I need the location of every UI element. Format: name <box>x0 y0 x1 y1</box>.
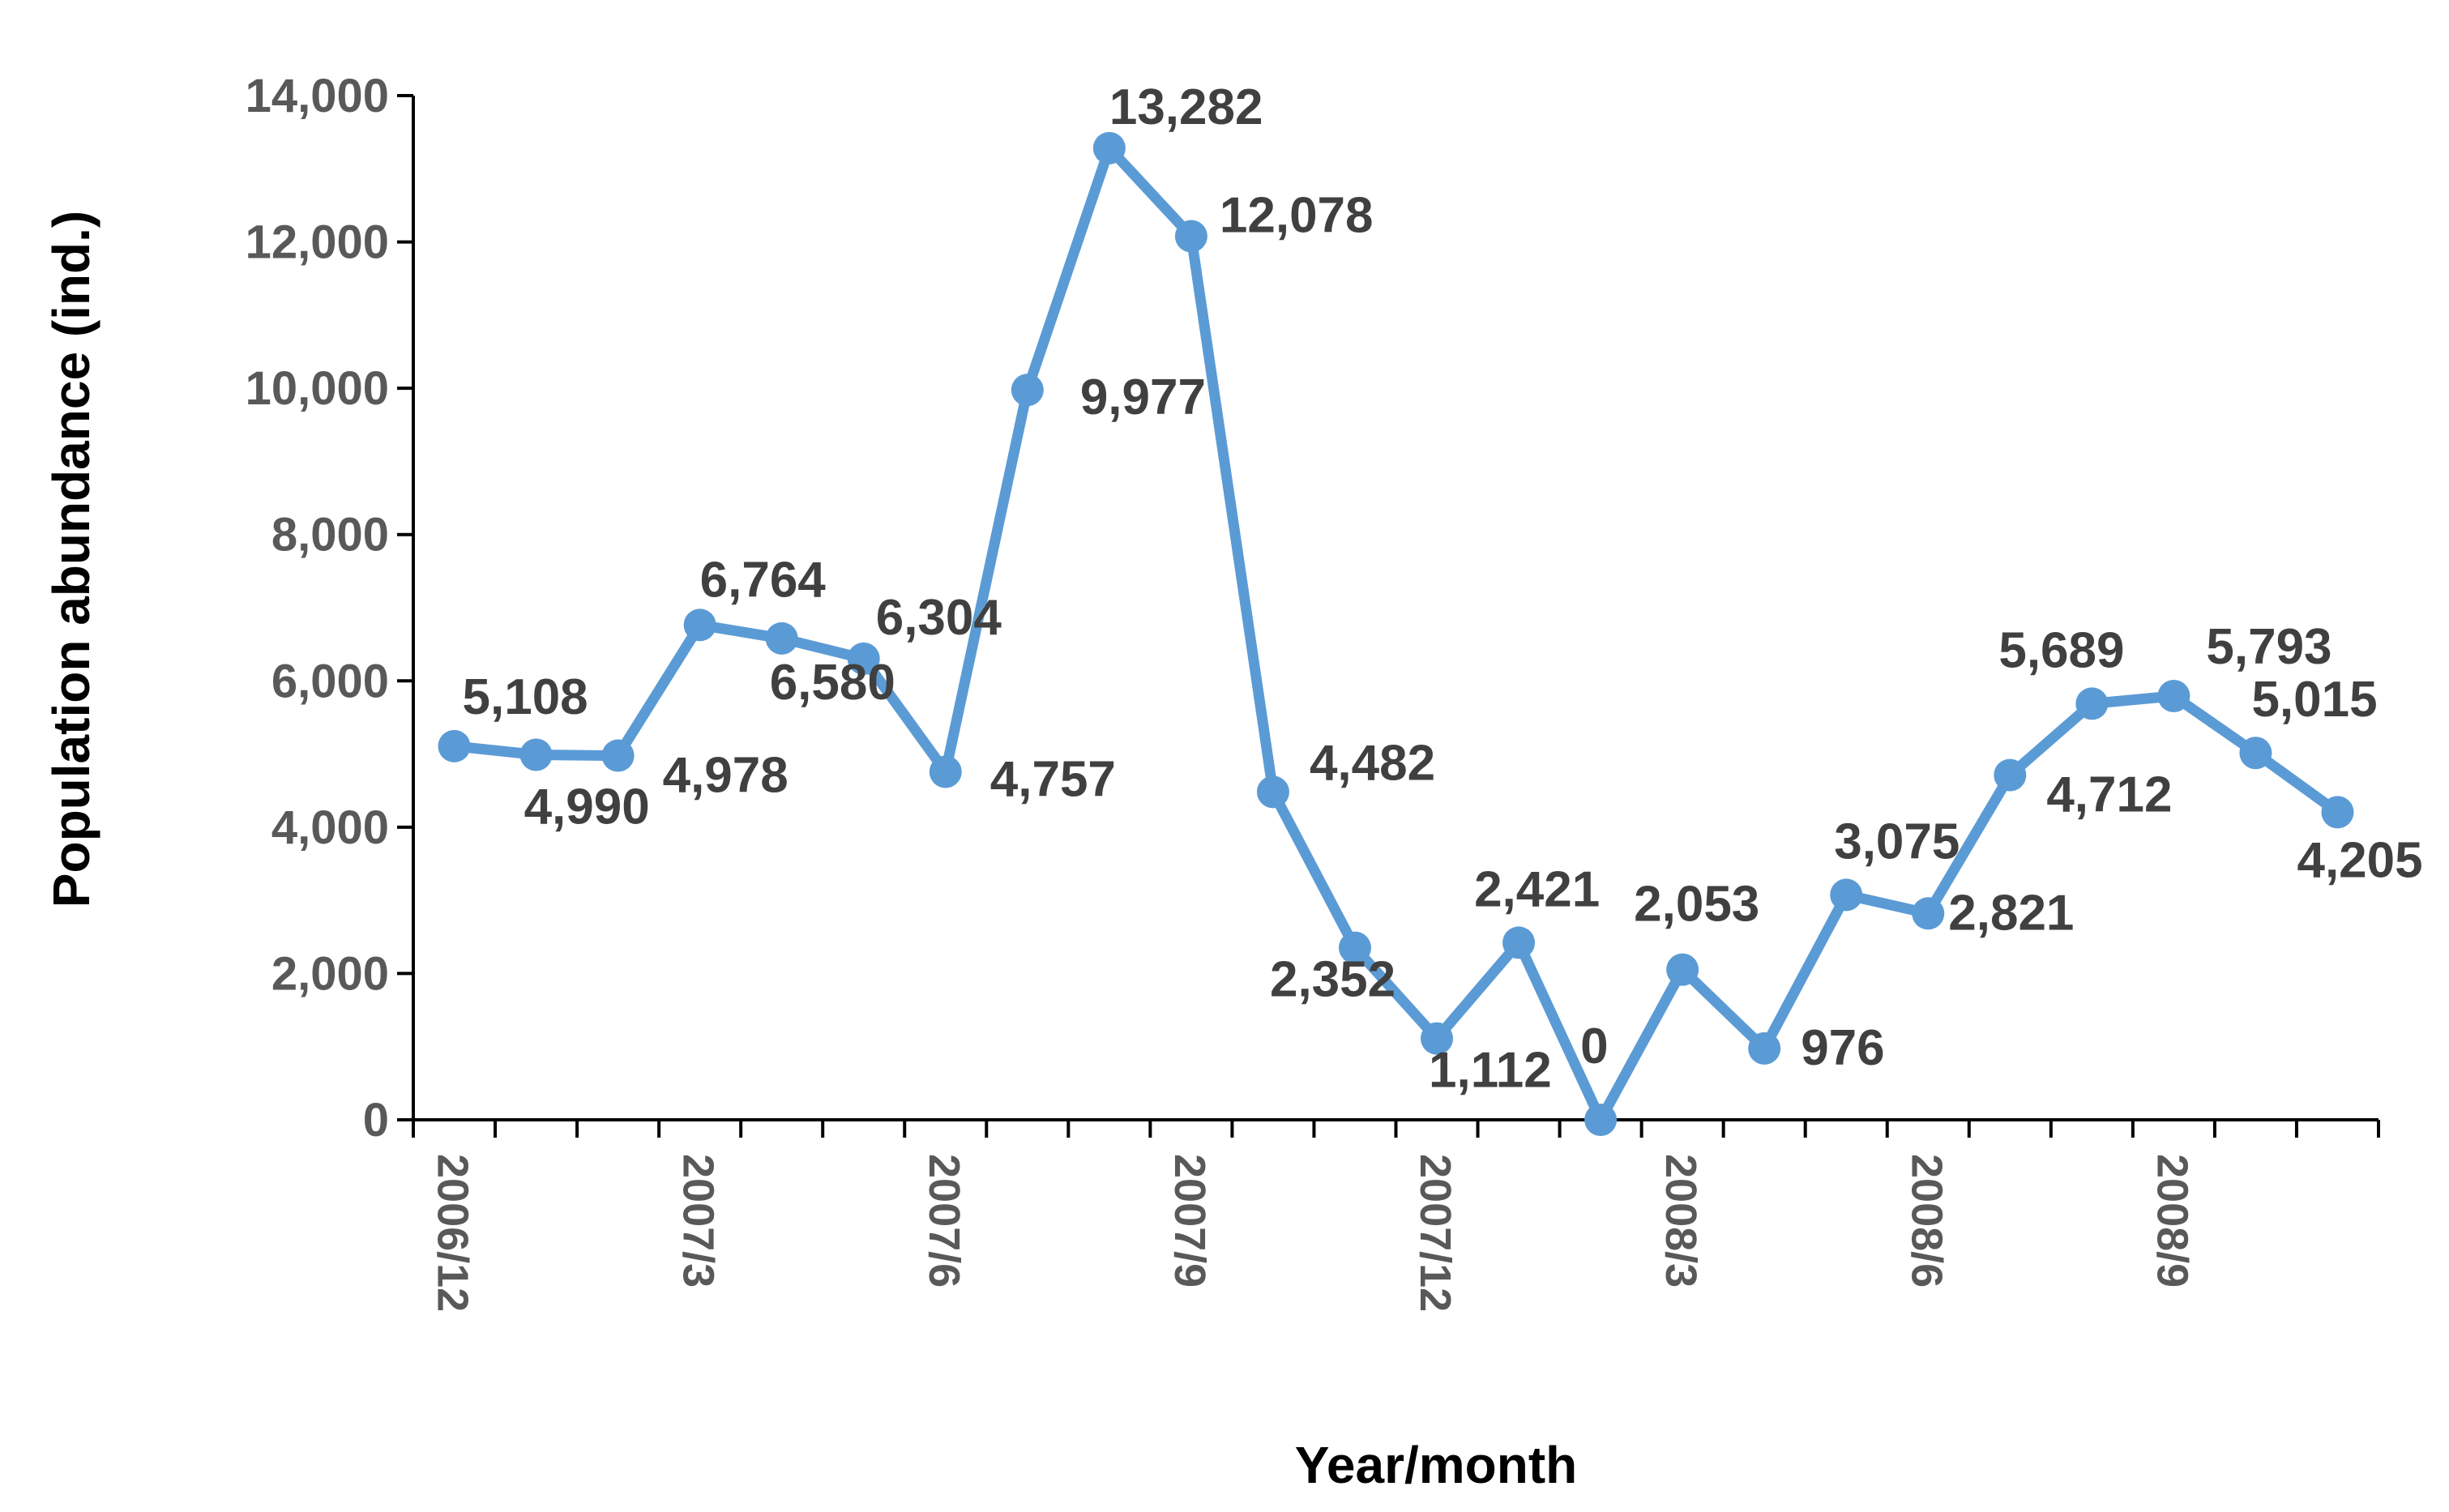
data-label: 4,205 <box>2297 832 2422 888</box>
data-label: 5,015 <box>2251 672 2377 728</box>
data-point <box>519 738 553 771</box>
x-tick-label: 2008/3 <box>1656 1154 1705 1288</box>
x-tick-label: 2008/9 <box>2148 1154 2196 1288</box>
data-point <box>847 642 880 675</box>
data-point <box>1338 931 1371 964</box>
data-point <box>683 609 716 642</box>
x-tick-label: 2007/12 <box>1411 1154 1460 1312</box>
y-tick-label: 8,000 <box>271 509 389 562</box>
data-point <box>1092 131 1126 164</box>
data-label: 5,689 <box>1998 622 2124 678</box>
y-tick-label: 0 <box>363 1094 389 1147</box>
data-label: 4,757 <box>990 752 1116 808</box>
data-label: 12,078 <box>1220 188 1374 244</box>
data-label: 1,112 <box>1429 1043 1552 1099</box>
data-point <box>438 729 471 762</box>
y-tick-label: 4,000 <box>271 801 389 854</box>
y-tick-label: 2,000 <box>271 947 389 1000</box>
data-point <box>1256 775 1289 809</box>
data-point <box>1584 1104 1618 1136</box>
data-point <box>2239 737 2272 770</box>
y-axis-title: Population abundance (ind.) <box>42 211 100 908</box>
data-point <box>601 739 635 772</box>
y-tick-label: 12,000 <box>246 216 389 269</box>
data-point <box>765 621 798 655</box>
data-label: 9,977 <box>1080 369 1206 425</box>
data-point <box>2075 687 2109 720</box>
data-label: 2,821 <box>1948 885 2074 941</box>
data-label: 2,352 <box>1270 952 1395 1008</box>
x-tick-label: 2008/6 <box>1902 1154 1951 1288</box>
data-label: 2,421 <box>1474 861 1600 917</box>
data-point <box>1748 1031 1781 1065</box>
data-label: 13,282 <box>1109 79 1263 135</box>
data-point <box>1011 374 1044 407</box>
x-axis-title: Year/month <box>1295 1436 1578 1494</box>
data-label: 6,304 <box>876 590 1002 646</box>
x-axis: 2006/12 2007/3 2007/6 2007/9 2007/12 2008/3 20… <box>412 1118 2380 1312</box>
data-point <box>1994 758 2027 792</box>
data-label: 2,053 <box>1634 877 1759 933</box>
x-tick-label: 2007/6 <box>920 1154 968 1288</box>
data-point <box>929 755 962 788</box>
data-label: 0 <box>1580 1019 1608 1074</box>
data-point <box>2321 796 2354 829</box>
x-tick-label: 2007/9 <box>1165 1154 1214 1288</box>
data-label: 6,764 <box>700 552 827 608</box>
y-tick-label: 10,000 <box>246 362 389 415</box>
data-point <box>1912 897 1945 930</box>
data-label: 6,580 <box>770 655 895 711</box>
y-axis: 0 2,000 4,000 6,000 8,000 10,000 12,000 14,000 <box>246 70 415 1147</box>
data-label: 4,712 <box>2046 767 2172 823</box>
data-point <box>1830 878 1863 912</box>
data-label: 5,793 <box>2206 619 2331 675</box>
data-label: 5,108 <box>463 669 588 725</box>
data-label: 976 <box>1801 1020 1884 1076</box>
y-tick-label: 6,000 <box>271 655 389 707</box>
x-tick-label: 2007/3 <box>674 1154 723 1288</box>
data-point <box>1174 220 1207 253</box>
data-label: 4,482 <box>1310 735 1435 791</box>
x-tick-label: 2006/12 <box>429 1154 477 1312</box>
y-tick-label: 14,000 <box>246 70 389 122</box>
data-points <box>438 131 2354 1136</box>
data-point <box>2157 679 2190 712</box>
data-point <box>1666 953 1699 986</box>
data-point <box>1502 926 1536 959</box>
data-label: 4,978 <box>663 748 789 804</box>
data-label: 4,990 <box>524 779 650 835</box>
data-label: 3,075 <box>1834 814 1960 869</box>
data-point <box>1421 1022 1454 1055</box>
